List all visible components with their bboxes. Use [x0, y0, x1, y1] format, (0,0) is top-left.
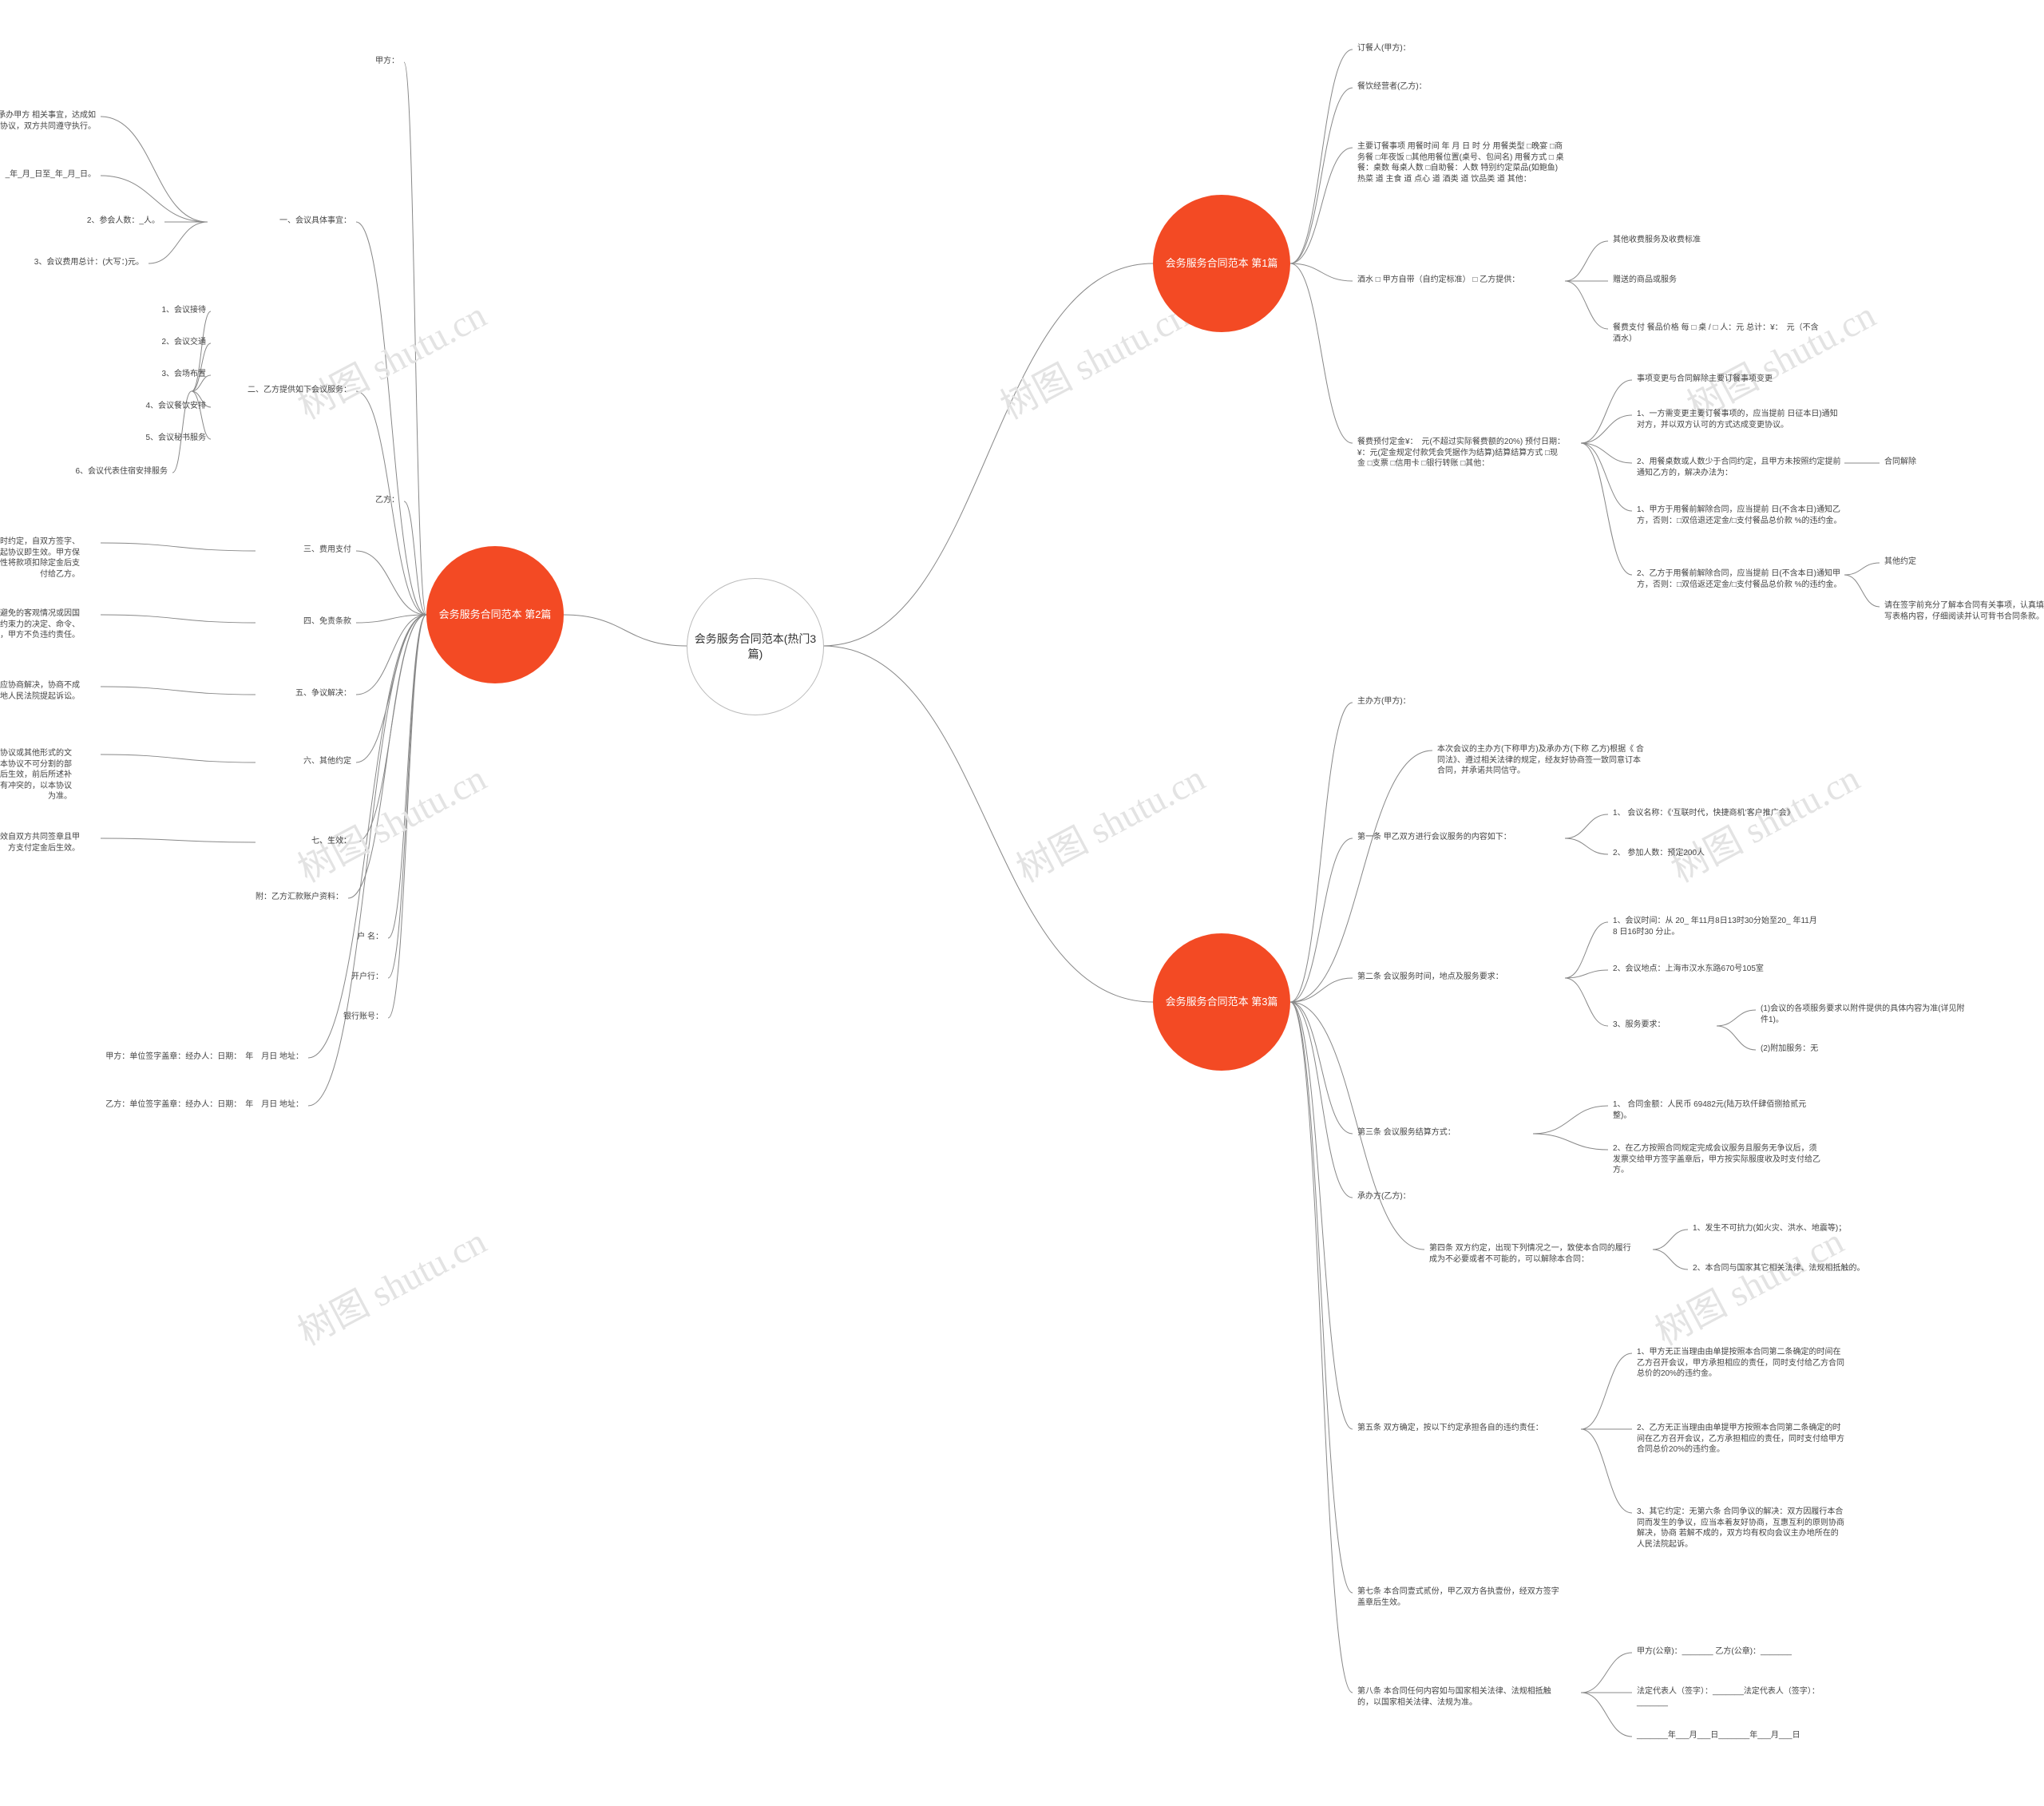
leaf-node: 其他约定 — [1884, 556, 1980, 568]
leaf-node: 五、争议解决： — [256, 688, 351, 699]
leaf-node: 1、一方需变更主要订餐事项的，应当提前 日征本日)通知对方，并以双方认可的方式达… — [1637, 409, 1844, 430]
leaf-node: 第三条 会议服务结算方式： — [1357, 1127, 1533, 1139]
leaf-node: 1、发生不可抗力(如火灾、洪水、地震等)； — [1693, 1223, 1900, 1234]
leaf-node: 请在签字前充分了解本合同有关事项，认真填写表格内容，仔细阅读并认可背书合同条款。 — [1884, 600, 2044, 622]
root-node: 会务服务合同范本(热门3篇) — [687, 578, 824, 715]
leaf-node: 经甲乙双方友好协商，就乙方承办甲方 相关事宜，达成如下协议，双方共同遵守执行。 — [0, 110, 96, 132]
leaf-node: 3、其它约定：无第六条 合同争议的解决：双方因履行本合同而发生的争议，应当本着友… — [1637, 1507, 1844, 1550]
leaf-node: 1、会议时间：_年_月_日至_年_月_日。 — [0, 169, 96, 180]
leaf-node: 三、费用支付 — [256, 545, 351, 556]
watermark: 树图 shutu.cn — [287, 1213, 494, 1356]
leaf-node: 第七条 本合同壹式贰份，甲乙双方各执壹份，经双方签字盖章后生效。 — [1357, 1586, 1565, 1608]
leaf-node: 2、乙方无正当理由由单提甲方按照本合同第二条确定的时间在乙方召开会议，乙方承担相… — [1637, 1423, 1844, 1455]
leaf-node: 2、会议交通 — [86, 337, 206, 348]
branch-node: 会务服务合同范本 第2篇 — [426, 546, 564, 683]
watermark: 树图 shutu.cn — [1645, 1213, 1852, 1356]
leaf-node: 因履行本协议所发生的一切争议双方应协商解决，协商不成的，任何一方有权向甲方所在地… — [0, 680, 80, 702]
leaf-node: 6、会议代表住宿安排服务 — [8, 466, 168, 477]
leaf-node: 事项变更与合同解除主要订餐事项变更 — [1637, 374, 1820, 385]
leaf-node: 赠送的商品或服务 — [1613, 275, 1788, 286]
leaf-node: 1、 合同金额：人民币 69482元(陆万玖仟肆佰捌拾贰元整)。 — [1613, 1099, 1820, 1121]
leaf-node: 一、会议具体事宜： — [208, 216, 351, 227]
leaf-node: 2、本合同与国家其它相关法律、法规相抵触的。 — [1693, 1263, 1900, 1274]
leaf-node: 承办方(乙方)： — [1357, 1191, 1477, 1202]
leaf-node: 本次会议的主办方(下称甲方)及承办方(下称 乙方)根据《 合同法》、遵过相关法律… — [1437, 744, 1645, 777]
watermark: 树图 shutu.cn — [287, 287, 494, 430]
leaf-node: 甲方： — [335, 56, 399, 67]
watermark: 树图 shutu.cn — [287, 750, 494, 893]
leaf-node: 2、参会人数：_人。 — [16, 216, 160, 227]
branch-node: 会务服务合同范本 第1篇 — [1153, 195, 1290, 332]
leaf-node: 乙方： — [335, 495, 399, 506]
leaf-node: 2、会议地点：上海市汉水东路670号105室 — [1613, 964, 1820, 975]
leaf-node: _______年___月___日_______年___月___日 — [1637, 1730, 1844, 1741]
leaf-node: 1、 会议名称：《‘互联时代，快捷商机’客户推广会》 — [1613, 808, 1820, 819]
leaf-node: 酒水 □ 甲方自带（自约定标准） □ 乙方提供： — [1357, 275, 1565, 286]
leaf-node: 合同解除 — [1884, 457, 1964, 468]
leaf-node: 双方确认，以上规定及服务均不可随时约定，自双方签字、盖章后甲方按本条款支付预订金… — [0, 537, 80, 580]
watermark: 树图 shutu.cn — [990, 287, 1197, 430]
leaf-node: 法定代表人（签字）：_______法定代表人（签字）：_______ — [1637, 1686, 1844, 1708]
leaf-node: 4、会议餐饮安排 — [86, 401, 206, 412]
leaf-node: 2、在乙方按照合同规定完成会议服务且服务无争议后，须发票交给甲方签字盖章后，甲方… — [1613, 1143, 1820, 1176]
watermark: 树图 shutu.cn — [1661, 750, 1868, 893]
leaf-node: 1、甲方于用餐前解除合同，应当提前 日(不含本日)通知乙方，否则：□双倍退还定金… — [1637, 505, 1844, 526]
leaf-node: 附：乙方汇款账户资料： — [184, 892, 343, 903]
leaf-node: 订餐人(甲方)： — [1357, 43, 1517, 54]
leaf-node: 2、 参加人数：预定200人 — [1613, 848, 1773, 859]
leaf-node: 四、免责条款 — [256, 616, 351, 628]
leaf-node: 本协议一式两份，双方各执一份，生效自双方共同签章且甲方支付定金后生效。 — [0, 832, 80, 853]
leaf-node: 2、用餐桌数或人数少于合同约定，且甲方未按照约定提前通知乙方的，解决办法为： — [1637, 457, 1844, 478]
leaf-node: 乙方：单位签字盖章：经办人：日期： 年 月日 地址： — [96, 1099, 303, 1111]
leaf-node: 主要订餐事项 用餐时间 年 月 日 时 分 用餐类型 □晚宴 □商务餐 □年夜饭… — [1357, 141, 1565, 184]
leaf-node: 因不可抗力原因(指不能预见、不能避免的客观情况或因国家新颁布有关法律、法规及具有… — [0, 608, 80, 641]
leaf-node: 1、会议时间：从 20_ 年11月8日13时30分始至20_ 年11月8 日16… — [1613, 916, 1820, 937]
mindmap-stage: 树图 shutu.cn 树图 shutu.cn 树图 shutu.cn 树图 shut… — [0, 0, 2044, 1806]
leaf-node: 甲乙双方可以就本协议的执行签订补充协议或其他形式的文件。该补充协议或其他形式的文… — [0, 748, 72, 802]
leaf-node: 主办方(甲方)： — [1357, 696, 1477, 707]
leaf-node: 餐费支付 餐品价格 每 □ 桌 / □ 人：元 总计：¥： 元（不含酒水） — [1613, 323, 1820, 344]
leaf-node: 3、会议费用总计：(大写：)元。 — [0, 257, 144, 268]
leaf-node: 第四条 双方约定，出现下列情况之一，致使本合同的履行成为不必要或者不可能的，可以… — [1429, 1243, 1637, 1265]
leaf-node: 餐费预付定金¥： 元(不超过实际餐费额的20%) 预付日期：¥：元(定金规定付款… — [1357, 437, 1565, 469]
leaf-node: 开户行： — [263, 972, 383, 983]
leaf-node: 二、乙方提供如下会议服务： — [192, 385, 351, 396]
leaf-node: 1、甲方无正当理由由单提按照本合同第二条确定的时间在乙方召开会议，甲方承担相应的… — [1637, 1347, 1844, 1380]
leaf-node: 六、其他约定 — [256, 756, 351, 767]
leaf-node: 第五条 双方确定，按以下约定承担各自的违约责任： — [1357, 1423, 1565, 1434]
leaf-node: 其他收费服务及收费标准 — [1613, 235, 1788, 246]
leaf-node: 5、会议秘书服务 — [86, 433, 206, 444]
leaf-node: 第八条 本合同任何内容如与国家相关法律、法规相抵触的，以国家相关法律、法规为准。 — [1357, 1686, 1565, 1708]
leaf-node: 甲方：单位签字盖章：经办人：日期： 年 月日 地址： — [96, 1052, 303, 1063]
leaf-node: 2、乙方于用餐前解除合同，应当提前 日(不含本日)通知甲方，否则：□双倍返还定金… — [1637, 568, 1844, 590]
leaf-node: 户 名： — [263, 932, 383, 943]
leaf-node: (2)附加服务：无 — [1761, 1044, 1880, 1055]
branch-node: 会务服务合同范本 第3篇 — [1153, 933, 1290, 1071]
leaf-node: 餐饮经营者(乙方)： — [1357, 81, 1517, 93]
leaf-node: 七、生效： — [256, 836, 351, 847]
leaf-node: 3、会场布置 — [86, 369, 206, 380]
leaf-node: (1)会议的各项服务要求以附件提供的具体内容为准(详见附件1)。 — [1761, 1004, 1968, 1025]
leaf-node: 第二条 会议服务时间，地点及服务要求： — [1357, 972, 1565, 983]
leaf-node: 第一条 甲乙双方进行会议服务的内容如下： — [1357, 832, 1565, 843]
leaf-node: 3、服务要求： — [1613, 1020, 1717, 1031]
leaf-node: 甲方(公章)：_______ 乙方(公章)：_______ — [1637, 1646, 1844, 1657]
leaf-node: 1、会议接待 — [86, 305, 206, 316]
watermark: 树图 shutu.cn — [1006, 750, 1213, 893]
leaf-node: 银行账号： — [263, 1012, 383, 1023]
